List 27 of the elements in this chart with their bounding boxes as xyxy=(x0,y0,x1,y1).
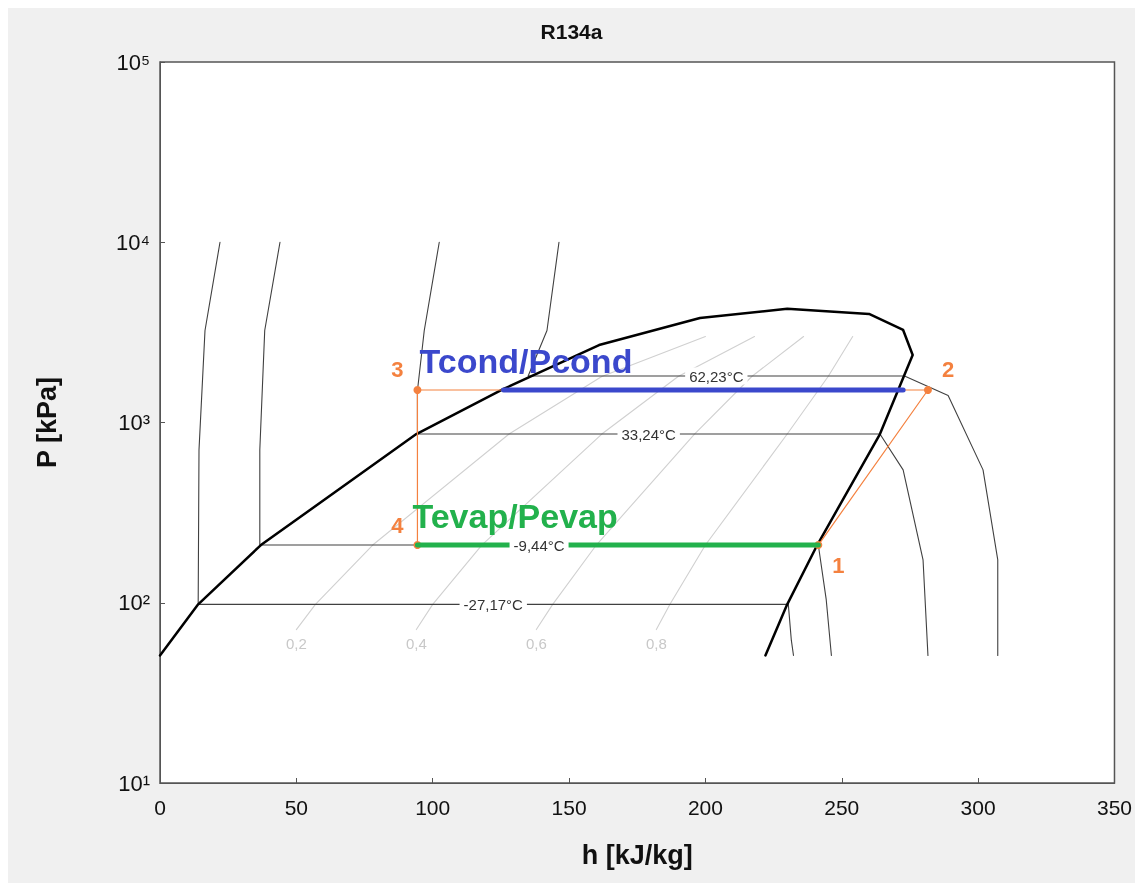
y-tick-label: 10⁴ xyxy=(116,229,150,255)
series-label: 62,23°C xyxy=(689,367,744,385)
x-tick-label: 0 xyxy=(154,796,166,819)
annotation: 4 xyxy=(391,512,405,538)
annotation: 3 xyxy=(391,357,404,383)
y-tick-label: 10¹ xyxy=(118,770,150,796)
y-axis-title: P [kPa] xyxy=(31,376,62,469)
line-series xyxy=(197,241,795,657)
chart-title: R134a xyxy=(540,20,603,43)
y-tick-label: 10³ xyxy=(118,410,150,435)
series-label: -9,44°C xyxy=(513,536,565,554)
line-series xyxy=(415,335,756,631)
annotation: 2 xyxy=(941,357,955,383)
line-series xyxy=(158,307,914,657)
annotation: 1 xyxy=(832,552,845,578)
x-tick-label: 200 xyxy=(687,796,723,819)
series-label: -27,17°C xyxy=(463,595,524,613)
y-tick-label: 10² xyxy=(118,590,150,616)
x-tick-label: 150 xyxy=(551,796,587,819)
x-tick-label: 350 xyxy=(1096,796,1132,819)
y-tick-label: 10⁵ xyxy=(116,49,150,75)
x-tick-label: 250 xyxy=(824,796,860,819)
x-tick-label: 50 xyxy=(284,796,309,819)
x-axis-title: h [kJ/kg] xyxy=(581,839,693,870)
x-tick-label: 100 xyxy=(415,796,451,819)
x-tick-label: 300 xyxy=(960,796,996,819)
series-label: 33,24°C xyxy=(621,425,677,443)
